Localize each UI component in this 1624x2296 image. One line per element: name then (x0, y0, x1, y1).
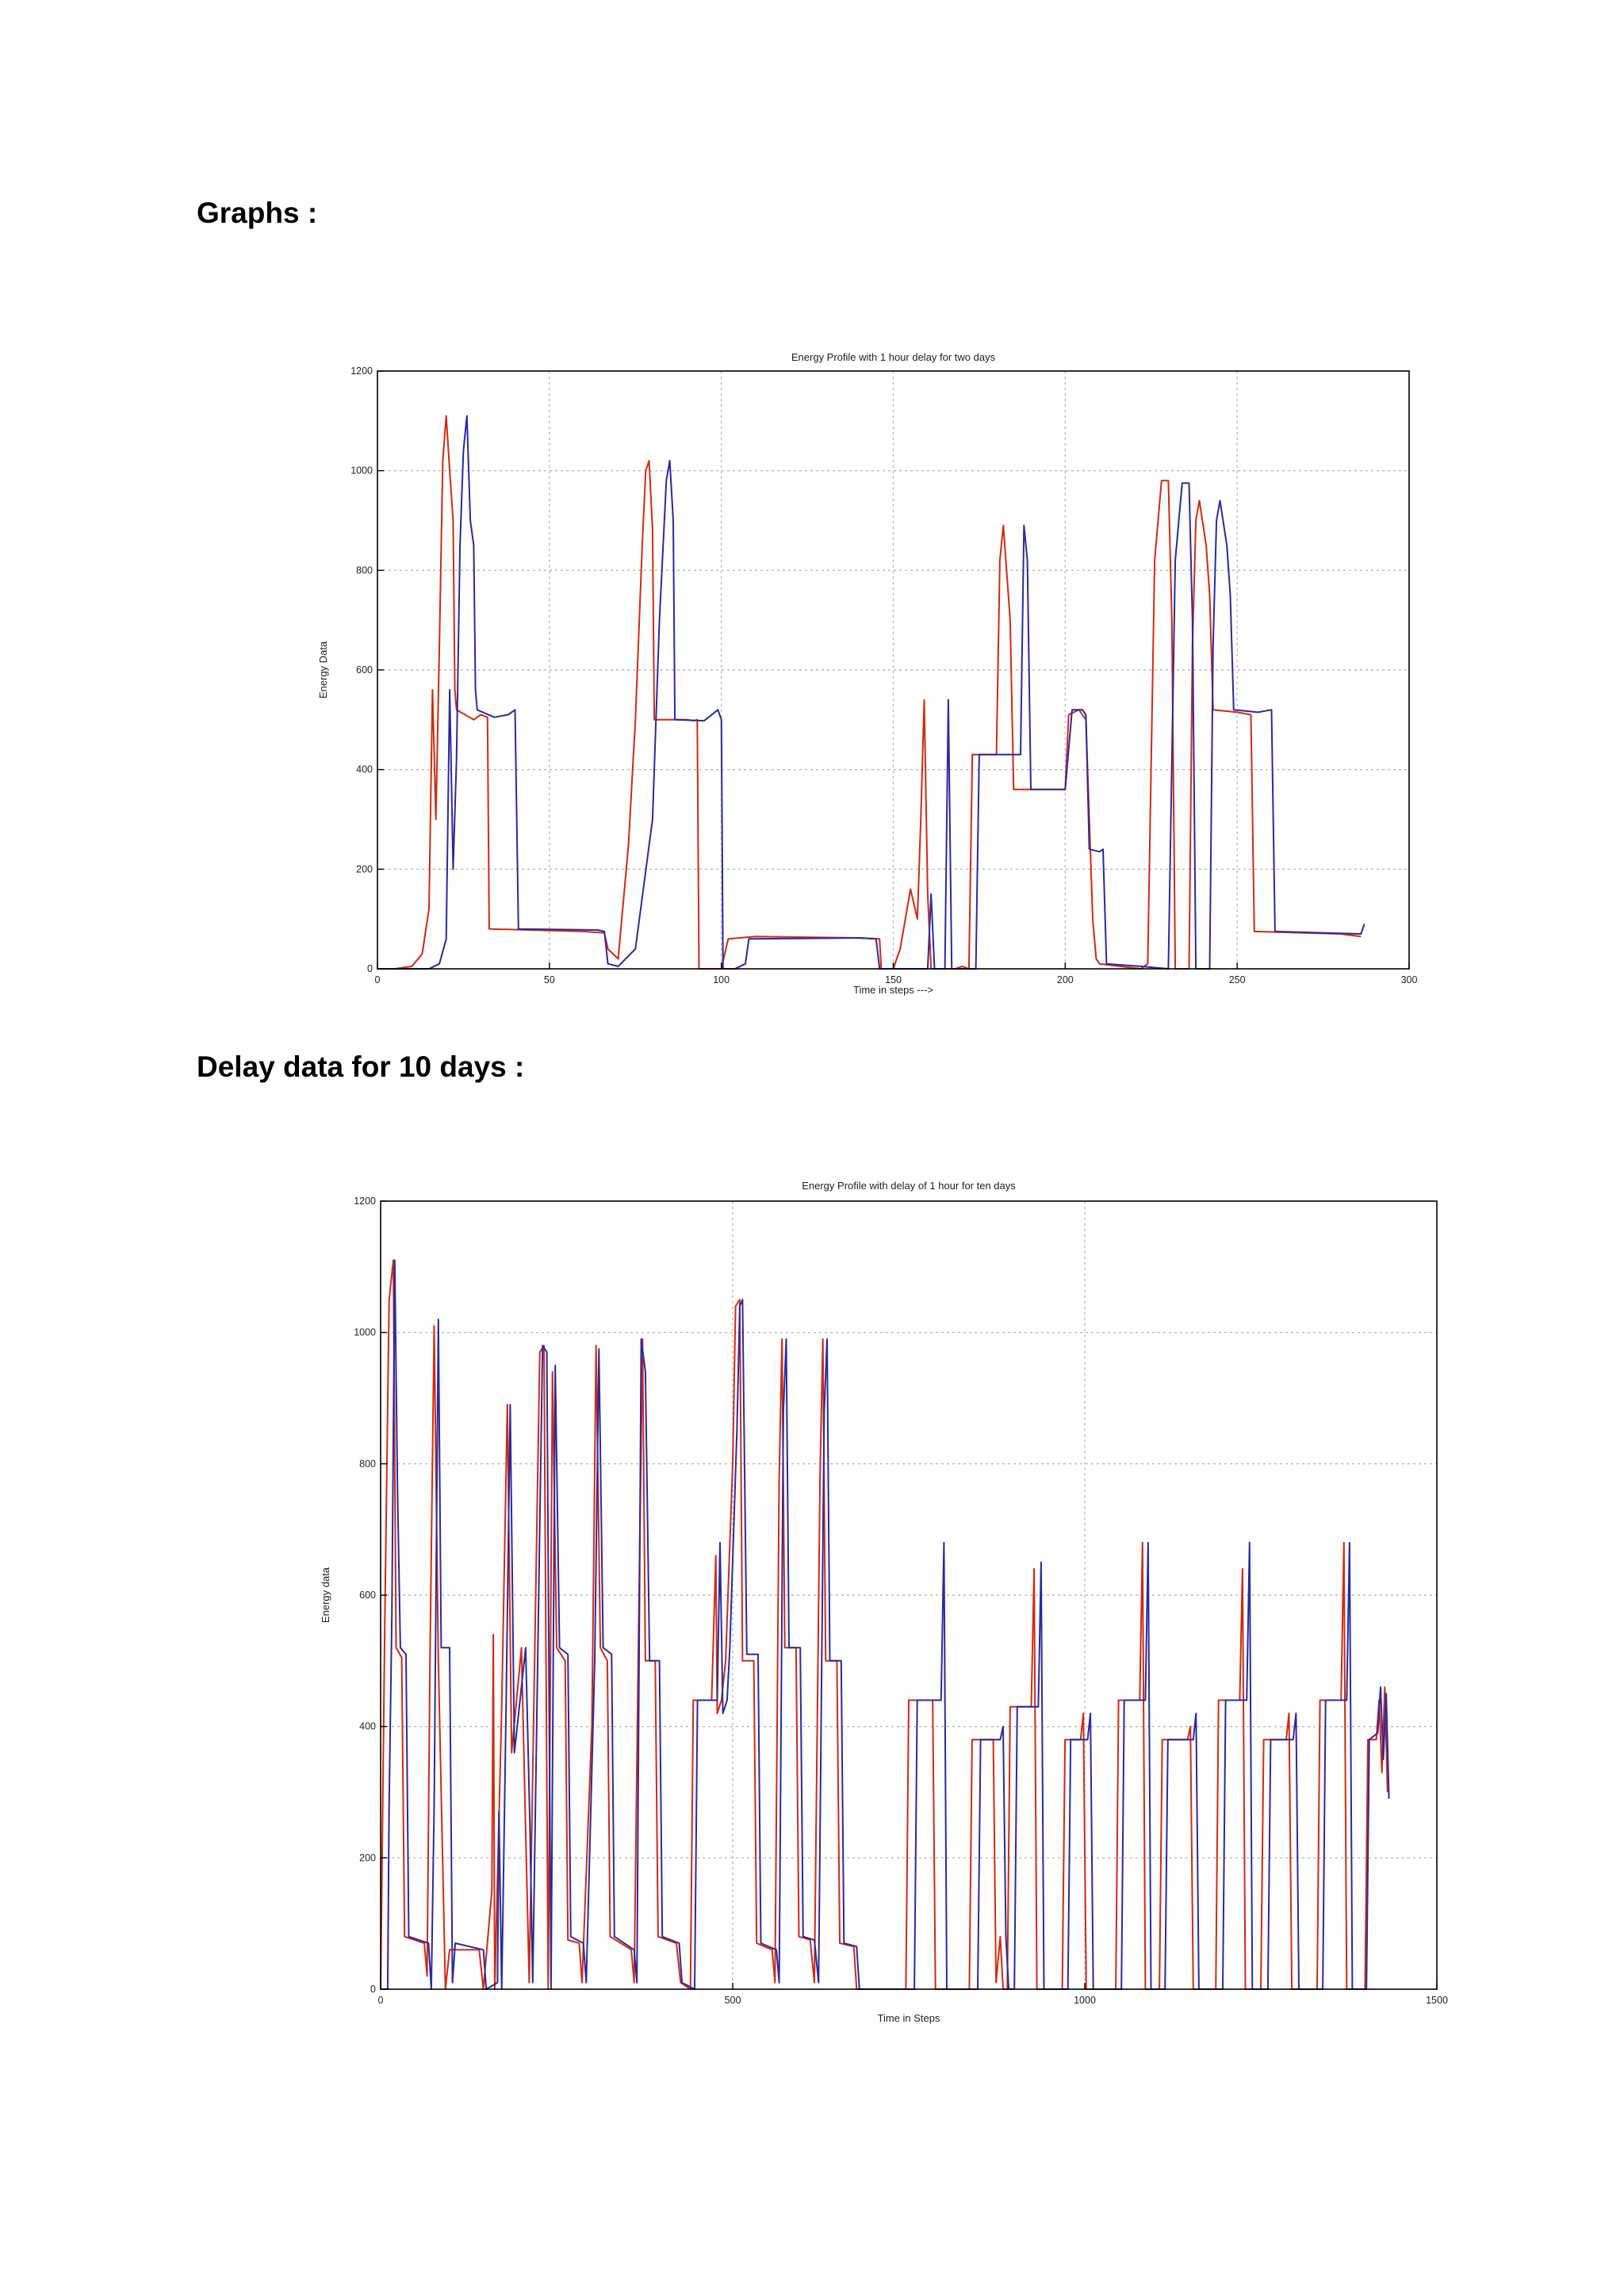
c2-xtick-label-2: 1000 (1074, 1995, 1096, 2006)
c2-chart-title: Energy Profile with delay of 1 hour for … (802, 1180, 1016, 1192)
c1-ytick-label-6: 1200 (350, 365, 373, 377)
c2-ytick-label-6: 1200 (354, 1196, 376, 1207)
c1-ytick-label-2: 400 (356, 764, 373, 775)
c1-chart-title: Energy Profile with 1 hour delay for two… (791, 351, 996, 363)
c1-ytick-label-1: 200 (356, 863, 373, 874)
c1-ytick-label-5: 1000 (350, 465, 373, 476)
c2-ytick-label-3: 600 (359, 1590, 376, 1601)
c1-ytick-label-3: 600 (356, 664, 373, 675)
c1-xtick-label-2: 100 (713, 974, 730, 985)
c1-y-axis-label: Energy Data (317, 641, 329, 698)
c1-xtick-label-1: 50 (544, 974, 555, 985)
c1-xtick-label-4: 200 (1057, 974, 1074, 985)
c2-y-axis-label: Energy data (320, 1567, 331, 1623)
c2-ytick-label-2: 400 (359, 1721, 376, 1732)
graphs-heading: Graphs : (197, 197, 318, 229)
c1-ytick-label-0: 0 (367, 963, 373, 974)
c1-xtick-label-0: 0 (375, 974, 381, 985)
c2-xtick-label-3: 1500 (1426, 1995, 1448, 2006)
c1-x-axis-label: Time in steps ---> (853, 984, 933, 996)
c2-ytick-label-1: 200 (359, 1852, 376, 1863)
c2-xtick-label-0: 0 (378, 1995, 384, 2006)
c1-xtick-label-3: 150 (885, 974, 902, 985)
c1-series-1-line (377, 415, 1362, 970)
c2-series-2-line (381, 1259, 1390, 1990)
c1-xtick-label-5: 250 (1229, 974, 1246, 985)
delay-data-heading: Delay data for 10 days : (197, 1050, 525, 1083)
c2-xtick-label-1: 500 (725, 1995, 741, 2006)
c2-ytick-label-5: 1000 (354, 1327, 376, 1338)
c2-x-axis-label: Time in Steps (878, 2012, 940, 2024)
c1-xtick-label-6: 300 (1401, 974, 1418, 985)
c2-ytick-label-4: 800 (359, 1458, 376, 1469)
c2-ytick-label-0: 0 (370, 1984, 376, 1995)
c1-ytick-label-4: 800 (356, 564, 373, 576)
